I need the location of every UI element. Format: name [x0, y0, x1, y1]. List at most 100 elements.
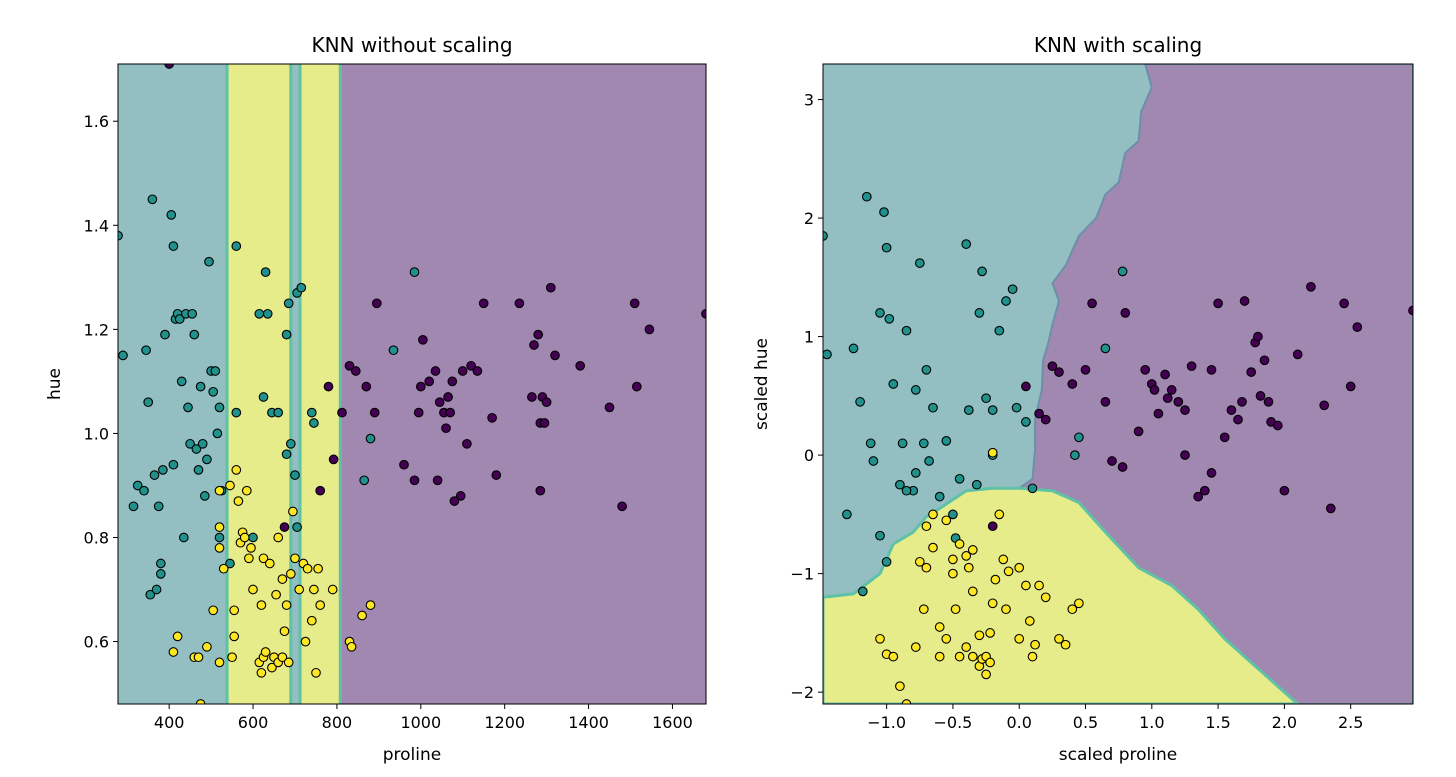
- data-point-class-1: [168, 459, 179, 470]
- data-point-class-0: [1080, 364, 1091, 375]
- data-point-class-0: [455, 491, 466, 501]
- x-tick-label: −0.5: [934, 713, 973, 732]
- data-point-class-2: [202, 641, 212, 652]
- data-point-class-1: [290, 470, 300, 480]
- data-point-class-1: [147, 194, 158, 205]
- data-point-class-0: [1047, 361, 1058, 372]
- data-point-class-0: [1054, 367, 1064, 377]
- data-point-class-2: [998, 554, 1009, 565]
- data-point-class-2: [1054, 633, 1064, 644]
- data-point-class-2: [963, 562, 974, 573]
- region-class-1: [118, 64, 228, 704]
- y-tick-label: 2: [804, 209, 814, 228]
- region-class-1: [290, 64, 301, 704]
- data-point-class-0: [430, 366, 441, 376]
- data-point-class-0: [1246, 367, 1257, 377]
- data-point-class-2: [948, 554, 958, 565]
- data-point-class-1: [176, 376, 187, 387]
- data-point-class-1: [1001, 296, 1011, 306]
- data-point-class-2: [227, 652, 237, 663]
- data-point-class-2: [195, 699, 206, 704]
- data-point-class-0: [478, 298, 489, 309]
- data-point-class-2: [260, 647, 271, 657]
- data-point-class-2: [961, 551, 972, 561]
- data-point-class-1: [155, 558, 166, 569]
- data-point-class-0: [1263, 396, 1274, 407]
- data-point-class-2: [990, 574, 1001, 585]
- plot-frame: [822, 63, 1414, 705]
- x-tick-label: 2.0: [1272, 713, 1297, 732]
- data-point-class-2: [981, 669, 991, 680]
- data-point-class-0: [1339, 298, 1349, 309]
- data-point-class-0: [539, 418, 550, 428]
- data-point-class-1: [884, 313, 895, 324]
- data-point-class-0: [527, 392, 537, 402]
- data-point-class-1: [258, 392, 269, 402]
- data-point-class-1: [199, 491, 210, 501]
- y-tick-label: 0.8: [84, 528, 109, 547]
- data-point-class-0: [441, 423, 451, 434]
- chart-title: KNN without scaling: [311, 33, 512, 57]
- data-point-class-0: [462, 438, 472, 449]
- data-point-class-0: [987, 521, 998, 532]
- data-point-class-2: [311, 667, 321, 678]
- data-point-class-0: [1166, 385, 1177, 395]
- data-point-class-0: [1206, 364, 1217, 375]
- data-point-class-1: [214, 402, 225, 413]
- data-point-class-2: [941, 633, 952, 644]
- data-point-class-1: [260, 267, 271, 277]
- data-point-class-2: [193, 652, 204, 663]
- data-point-class-1: [365, 433, 376, 444]
- data-point-class-2: [214, 522, 225, 532]
- data-point-class-0: [350, 366, 361, 376]
- y-tick-label: 1.4: [84, 216, 109, 235]
- data-point-class-2: [267, 662, 277, 673]
- data-point-class-2: [264, 558, 275, 569]
- data-point-class-2: [1067, 604, 1078, 615]
- data-point-class-1: [865, 438, 876, 449]
- data-point-class-0: [1272, 420, 1283, 431]
- y-axis-label: hue: [45, 368, 65, 400]
- data-point-class-0: [529, 340, 539, 350]
- data-point-class-2: [895, 681, 905, 692]
- data-point-class-1: [118, 230, 123, 241]
- data-point-class-1: [225, 558, 235, 569]
- data-point-class-0: [1237, 396, 1247, 407]
- data-point-class-2: [365, 600, 376, 610]
- data-point-class-1: [875, 308, 885, 318]
- data-point-class-0: [1325, 503, 1336, 514]
- data-point-class-2: [888, 651, 899, 662]
- data-point-class-2: [168, 647, 179, 657]
- data-point-class-1: [285, 438, 296, 449]
- data-point-class-0: [1345, 381, 1356, 392]
- data-point-class-1: [281, 329, 292, 340]
- data-point-class-2: [225, 480, 235, 491]
- data-point-class-2: [934, 651, 945, 662]
- data-point-class-1: [166, 210, 177, 220]
- data-point-class-2: [921, 562, 932, 573]
- data-point-class-0: [1034, 408, 1044, 419]
- data-point-class-1: [132, 480, 143, 491]
- data-point-class-0: [1193, 491, 1204, 502]
- data-point-class-1: [208, 386, 219, 397]
- data-point-class-1: [174, 314, 185, 324]
- data-point-class-0: [443, 392, 453, 402]
- data-point-class-0: [361, 381, 372, 392]
- data-point-class-1: [881, 242, 892, 253]
- data-point-class-1: [1027, 483, 1038, 494]
- x-axis-label: proline: [383, 745, 442, 765]
- data-point-class-0: [604, 402, 615, 413]
- data-point-class-1: [941, 436, 952, 446]
- data-point-class-1: [158, 465, 168, 475]
- data-point-class-1: [128, 501, 139, 512]
- data-point-class-0: [1160, 369, 1170, 380]
- data-point-class-2: [279, 626, 290, 637]
- data-point-class-0: [1186, 361, 1197, 372]
- y-tick-label: −2: [790, 683, 814, 702]
- data-point-class-2: [1060, 639, 1071, 650]
- data-point-class-1: [879, 207, 889, 217]
- data-point-class-1: [910, 468, 921, 478]
- data-point-class-0: [418, 334, 428, 345]
- data-point-class-2: [290, 553, 300, 564]
- data-point-class-1: [971, 479, 982, 490]
